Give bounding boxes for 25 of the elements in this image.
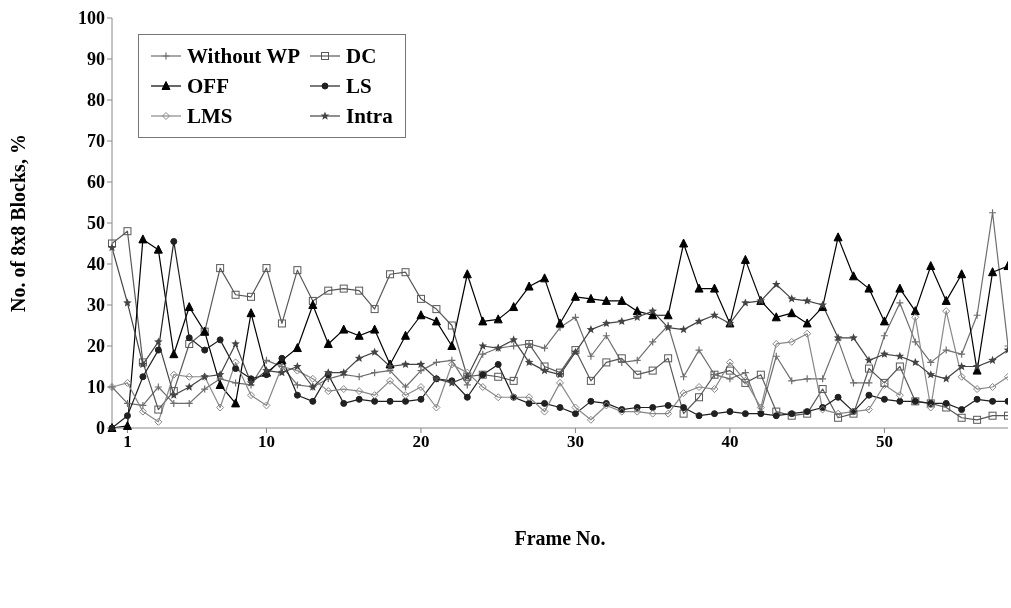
- y-tick-label: 90: [87, 49, 105, 70]
- x-tick-label: 50: [875, 432, 893, 452]
- y-tick-label: 0: [96, 418, 105, 439]
- y-axis-title: No. of 8x8 Blocks, %: [7, 134, 30, 312]
- y-tick-label: 40: [87, 254, 105, 275]
- x-tick-label: 40: [721, 432, 739, 452]
- legend-label: DC: [346, 43, 377, 70]
- x-tick-label: 20: [412, 432, 430, 452]
- legend-label: LS: [346, 73, 372, 100]
- y-tick-label: 30: [87, 295, 105, 316]
- legend-label: Without WP: [187, 43, 300, 70]
- legend-label: OFF: [187, 73, 229, 100]
- x-tick-label: 10: [257, 432, 275, 452]
- y-tick-label: 80: [87, 90, 105, 111]
- x-axis-title: Frame No.: [514, 527, 606, 549]
- y-tick-label: 70: [87, 131, 105, 152]
- y-tick-label: 60: [87, 172, 105, 193]
- legend-label: LMS: [187, 103, 233, 130]
- y-tick-label: 50: [87, 213, 105, 234]
- y-tick-label: 20: [87, 336, 105, 357]
- x-tick-label: 1: [123, 432, 132, 452]
- legend-label: Intra: [346, 103, 393, 130]
- y-tick-label: 100: [78, 8, 105, 29]
- x-tick-label: 30: [566, 432, 584, 452]
- y-tick-label: 10: [87, 377, 105, 398]
